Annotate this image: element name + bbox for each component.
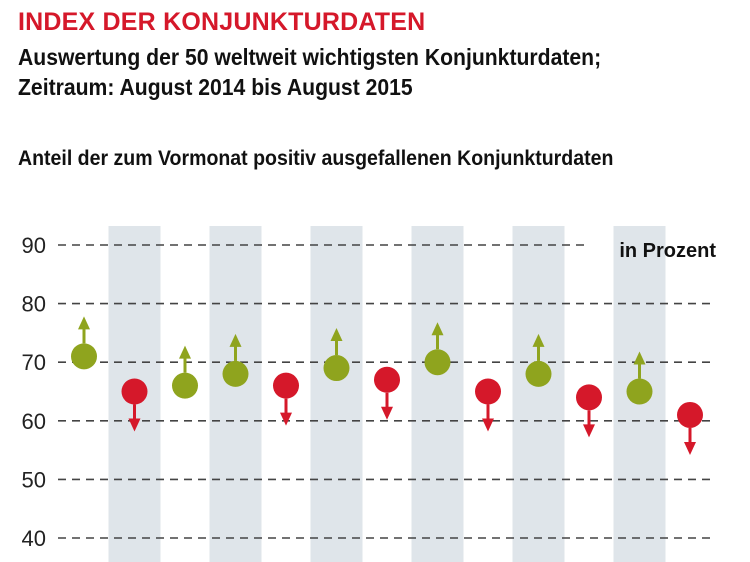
chart-subtitle: Auswertung der 50 weltweit wichtigsten K…	[18, 42, 601, 102]
data-point	[121, 378, 148, 405]
y-tick-label: 50	[22, 467, 46, 492]
arrow-down-icon	[381, 406, 393, 420]
data-point	[172, 372, 198, 399]
data-point	[677, 401, 703, 428]
data-points	[71, 316, 703, 455]
arrow-down-icon	[684, 441, 696, 455]
y-axis-ticks: 90 80 70 60 50 40	[22, 233, 46, 551]
data-point	[71, 343, 97, 370]
point-up	[323, 328, 350, 382]
point-down	[475, 378, 501, 432]
data-point	[424, 349, 451, 376]
arrow-up-icon	[330, 328, 343, 342]
arrow-up-icon	[179, 345, 191, 359]
arrow-down-icon	[280, 412, 292, 426]
data-point	[374, 366, 400, 393]
point-up	[424, 322, 451, 376]
y-tick-label: 40	[22, 526, 46, 551]
subtitle-line-2: Zeitraum: August 2014 bis August 2015	[18, 74, 413, 100]
arrow-up-icon	[633, 351, 646, 365]
point-up	[525, 333, 552, 387]
column-bands	[108, 226, 666, 562]
data-point	[475, 378, 501, 405]
chart-heading: Anteil der zum Vormonat positiv ausgefal…	[18, 147, 614, 170]
y-tick-label: 90	[22, 233, 46, 258]
column-band	[209, 226, 262, 562]
arrow-down-icon	[482, 418, 494, 432]
chart-title: INDEX DER KONJUNKTURDATEN	[18, 8, 426, 36]
point-up	[626, 351, 653, 405]
y-tick-label: 60	[22, 409, 46, 434]
point-up	[71, 316, 97, 370]
data-point	[273, 372, 299, 399]
point-down	[677, 401, 703, 455]
point-up	[222, 333, 249, 387]
data-point	[525, 360, 552, 387]
y-tick-label: 70	[22, 350, 46, 375]
data-point	[323, 355, 350, 382]
point-down	[374, 366, 400, 420]
column-band	[411, 226, 464, 562]
unit-label: in Prozent	[619, 240, 716, 262]
arrow-down-icon	[583, 424, 595, 438]
column-band	[512, 226, 565, 562]
grid-lines	[58, 244, 716, 539]
arrow-up-icon	[78, 316, 90, 330]
point-up	[172, 345, 198, 399]
arrow-up-icon	[532, 333, 545, 347]
point-down	[273, 372, 299, 426]
point-down	[121, 378, 148, 432]
arrow-up-icon	[229, 333, 242, 347]
column-band	[310, 226, 363, 562]
arrow-down-icon	[128, 418, 141, 432]
arrow-up-icon	[431, 322, 444, 336]
data-point	[626, 378, 653, 405]
data-point	[576, 384, 602, 411]
data-point	[222, 360, 249, 387]
subtitle-line-1: Auswertung der 50 weltweit wichtigsten K…	[18, 44, 602, 70]
y-tick-label: 80	[22, 292, 46, 317]
point-down	[576, 384, 602, 438]
